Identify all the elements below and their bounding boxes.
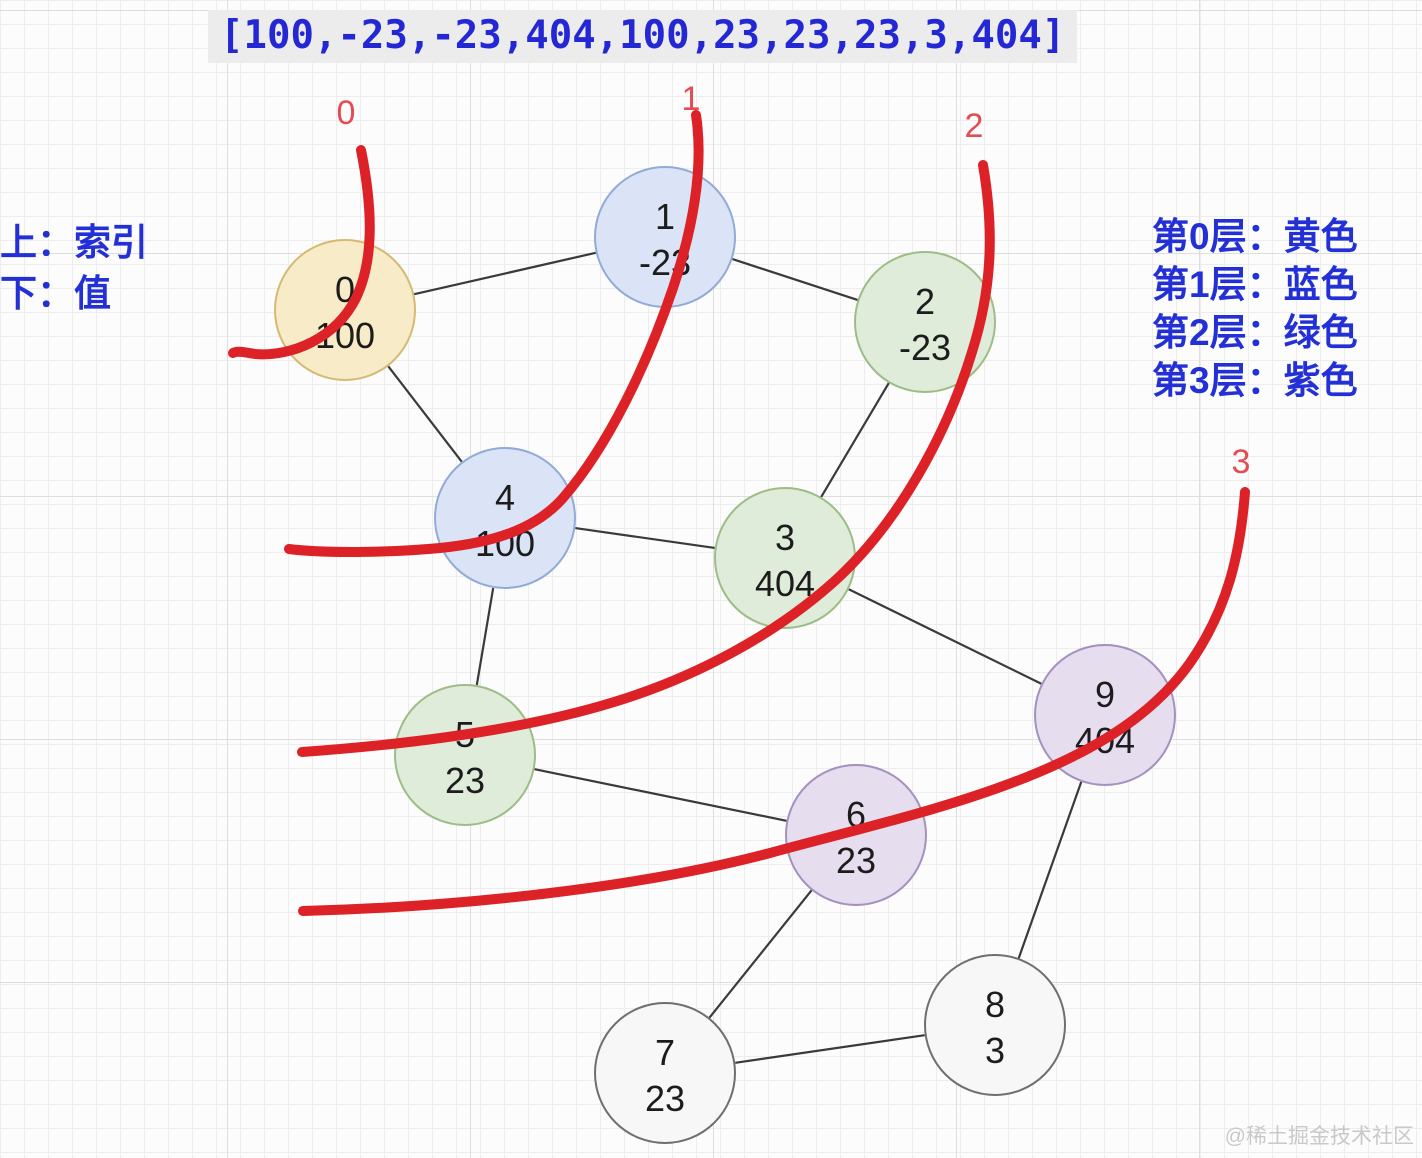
node-index-label: 7: [655, 1032, 675, 1073]
layer-boundary-curves: 0 123: [228, 80, 1251, 916]
graph-edge-6-7: [708, 889, 813, 1019]
layer-curve-2: [297, 160, 995, 757]
note-index-meaning: 上：索引: [0, 222, 148, 263]
watermark: @稀土掘金技术社区: [1224, 1125, 1414, 1148]
node-circle-white: [594, 1002, 736, 1144]
node-circle-green: [714, 487, 856, 629]
node-index-label: 2: [915, 281, 935, 322]
graph-edge-2-3: [820, 382, 890, 498]
graph-edge-0-4: [387, 365, 463, 463]
graph-edges: [387, 251, 1083, 1064]
layer-curve-1: [284, 110, 704, 557]
legend-item-layer1: 第1层：蓝色: [1152, 264, 1358, 305]
layer-curve-label-3: 3: [1232, 443, 1251, 481]
node-value-label: -23: [899, 327, 951, 368]
node-index-label: 8: [985, 984, 1005, 1025]
graph-node-8: 83: [924, 954, 1066, 1096]
graph-node-2: 2-23: [854, 251, 996, 393]
node-value-label: 23: [645, 1078, 685, 1119]
graph-node-7: 723: [594, 1002, 736, 1144]
layer-curve-label-0: 0: [337, 94, 356, 132]
node-index-label: 3: [775, 517, 795, 558]
graph-edge-7-8: [735, 1034, 925, 1064]
node-index-label: 1: [655, 196, 675, 237]
node-value-label: 404: [755, 563, 815, 604]
node-circle-blue: [434, 447, 576, 589]
graph-node-5: 523: [394, 684, 536, 826]
array-title: [100,-23,-23,404,100,23,23,23,3,404]: [208, 10, 1078, 63]
graph-edge-0-1: [413, 251, 597, 296]
legend-item-layer3: 第3层：紫色: [1152, 360, 1358, 401]
layer-curve-3: [298, 487, 1250, 916]
graph-edge-3-9: [848, 588, 1042, 685]
legend-item-layer2: 第2层：绿色: [1152, 312, 1358, 353]
node-value-label: 23: [836, 840, 876, 881]
node-circle-white: [924, 954, 1066, 1096]
node-value-label: 3: [985, 1030, 1005, 1071]
node-circle-blue: [594, 166, 736, 308]
note-value-meaning: 下：值: [0, 273, 111, 314]
node-circle-green: [394, 684, 536, 826]
graph-edge-1-2: [732, 258, 858, 301]
layer-curve-0: [228, 145, 375, 360]
node-index-label: 4: [495, 477, 515, 518]
graph-node-1: 1-23: [594, 166, 736, 308]
graph-edge-3-4: [575, 526, 715, 550]
node-value-label: 23: [445, 760, 485, 801]
graph-edge-4-5: [475, 587, 495, 686]
node-index-label: 9: [1095, 674, 1115, 715]
node-circle-purple: [1034, 644, 1176, 786]
graph-edge-5-6: [534, 768, 787, 822]
node-circle-green: [854, 251, 996, 393]
graph-edge-8-9: [1017, 781, 1083, 959]
layer-curve-label-2: 2: [965, 107, 984, 145]
legend-item-layer0: 第0层：黄色: [1152, 216, 1358, 257]
layer-curve-label-1: 1: [682, 80, 701, 118]
layer-legend: 第0层：黄色 第1层：蓝色 第2层：绿色 第3层：紫色: [1152, 213, 1358, 405]
